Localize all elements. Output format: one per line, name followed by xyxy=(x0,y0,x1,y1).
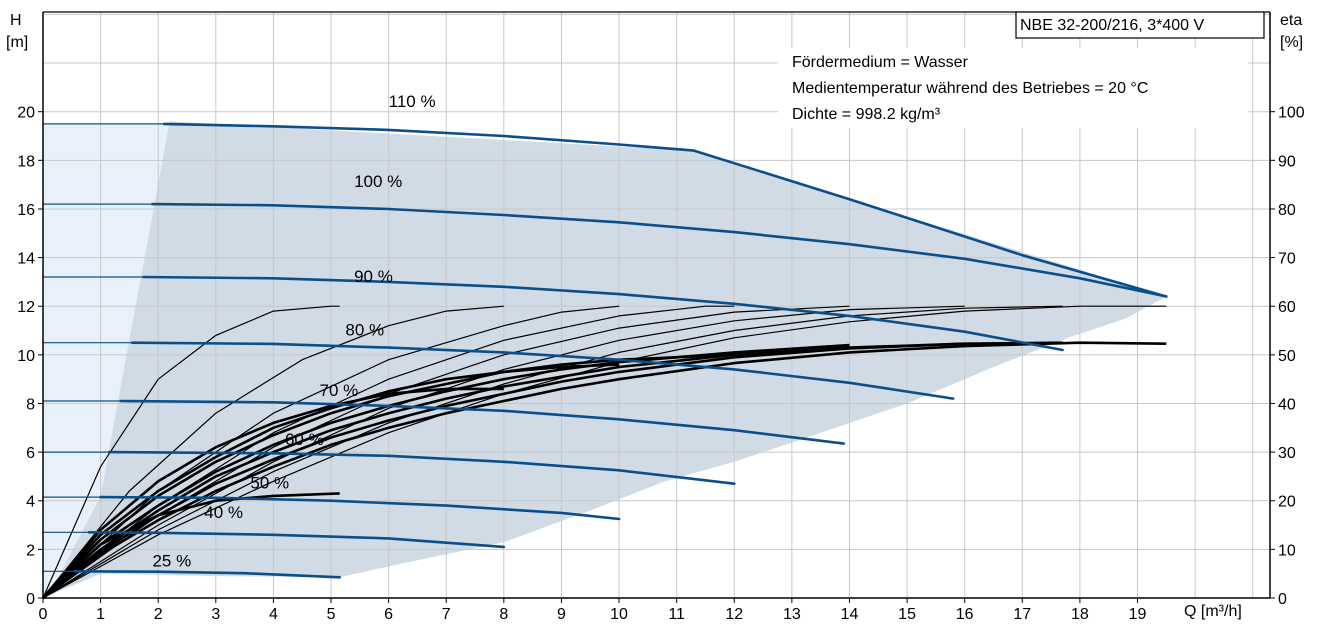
pump-curve xyxy=(151,202,1168,298)
labels-layer: 110 % 100 % 90 % 80 % 70 % 60 % 50 % 40 % 25 % 0 1… xyxy=(17,92,1305,623)
x-tick-label: 5 xyxy=(327,606,336,623)
y-left-tick-label: 6 xyxy=(26,445,35,462)
model-title: NBE 32-200/216, 3*400 V xyxy=(1020,17,1204,34)
model-box-border xyxy=(1015,11,1265,39)
x-tick-label: 1 xyxy=(96,606,105,623)
y-left-tick-label: 18 xyxy=(17,153,35,170)
pump-curve-label: 100 % xyxy=(354,172,402,191)
efficiency-curve xyxy=(42,305,340,599)
info-line-temperature: Medientemperatur während des Betriebes =… xyxy=(792,80,1148,97)
pump-curve xyxy=(131,341,955,400)
model-box: NBE 32-200/216, 3*400 V xyxy=(1015,11,1265,39)
info-box: Fördermedium = Wasser Medientemperatur w… xyxy=(778,48,1248,128)
y-right-tick-label: 50 xyxy=(1278,348,1296,365)
x-tick-label: 15 xyxy=(898,606,916,623)
y-left-tick-label: 14 xyxy=(17,251,35,268)
pump-curve-label: 70 % xyxy=(320,381,359,400)
x-tick-label: 17 xyxy=(1013,606,1031,623)
pump-curve-label: 40 % xyxy=(204,503,243,522)
x-axis-title: Q [m³/h] xyxy=(1184,603,1242,620)
y-left-title: H xyxy=(10,12,22,29)
x-tick-label: 18 xyxy=(1071,606,1089,623)
x-tick-label: 4 xyxy=(269,606,278,623)
y-right-tick-label: 90 xyxy=(1278,153,1296,170)
pump-curve-label: 80 % xyxy=(345,320,384,339)
efficiency-curve xyxy=(42,305,965,599)
y-right-tick-label: 10 xyxy=(1278,542,1296,559)
y-right-tick-label: 30 xyxy=(1278,445,1296,462)
y-right-tick-label: 20 xyxy=(1278,494,1296,511)
x-tick-label: 9 xyxy=(557,606,566,623)
x-tick-label: 11 xyxy=(668,606,685,623)
x-tick-label: 8 xyxy=(499,606,508,623)
pump-curve xyxy=(142,275,1064,352)
info-line-medium: Fördermedium = Wasser xyxy=(792,54,969,71)
y-right-tick-label: 80 xyxy=(1278,202,1296,219)
y-left-tick-label: 8 xyxy=(26,396,35,413)
y-right-unit: [%] xyxy=(1280,34,1303,51)
pump-curve-label: 90 % xyxy=(354,267,393,286)
pump-curve-label: 110 % xyxy=(389,92,436,111)
y-right-title: eta xyxy=(1280,12,1302,29)
y-right-tick-label: 70 xyxy=(1278,251,1296,268)
x-tick-label: 2 xyxy=(154,606,163,623)
axis-titles: H [m] eta [%] Q [m³/h] xyxy=(6,12,1303,620)
x-tick-label: 10 xyxy=(610,606,628,623)
x-tick-label: 19 xyxy=(1129,606,1147,623)
y-right-tick-label: 60 xyxy=(1278,299,1296,316)
pump-curve-label: 25 % xyxy=(152,551,191,570)
y-left-tick-label: 4 xyxy=(26,494,35,511)
efficiency-curve xyxy=(42,387,504,599)
x-tick-label: 13 xyxy=(783,606,801,623)
y-left-tick-label: 20 xyxy=(17,105,35,122)
y-left-tick-label: 10 xyxy=(17,348,35,365)
y-left-tick-label: 0 xyxy=(26,591,35,608)
efficiency-curve xyxy=(42,341,1167,600)
y-right-tick-label: 100 xyxy=(1278,105,1305,122)
y-left-tick-label: 12 xyxy=(17,299,35,316)
pump-curve xyxy=(73,570,341,579)
x-tick-label: 7 xyxy=(442,606,451,623)
x-tick-label: 14 xyxy=(841,606,859,623)
x-tick-label: 3 xyxy=(211,606,220,623)
pump-curves-layer xyxy=(43,122,1168,579)
info-background xyxy=(778,48,1248,128)
efficiency-curve xyxy=(42,305,504,599)
x-tick-label: 6 xyxy=(384,606,393,623)
x-tick-label: 12 xyxy=(725,606,743,623)
pump-curve xyxy=(87,531,506,549)
pump-curve-label: 60 % xyxy=(285,430,324,449)
pump-curve xyxy=(107,450,736,485)
pump-curve xyxy=(119,399,845,445)
pump-curve xyxy=(99,495,621,521)
efficiency-curve xyxy=(42,341,1063,600)
pump-curve-label: 50 % xyxy=(250,474,289,493)
y-left-tick-label: 2 xyxy=(26,542,35,559)
x-tick-label: 16 xyxy=(956,606,974,623)
y-left-tick-label: 16 xyxy=(17,202,35,219)
y-right-tick-label: 40 xyxy=(1278,396,1296,413)
y-right-tick-label: 0 xyxy=(1278,591,1287,608)
low-flow-area xyxy=(43,123,170,599)
x-tick-label: 0 xyxy=(39,606,48,623)
y-left-unit: [m] xyxy=(6,34,28,51)
pump-curve xyxy=(162,122,1168,298)
info-line-density: Dichte = 998.2 kg/m³ xyxy=(792,106,941,123)
